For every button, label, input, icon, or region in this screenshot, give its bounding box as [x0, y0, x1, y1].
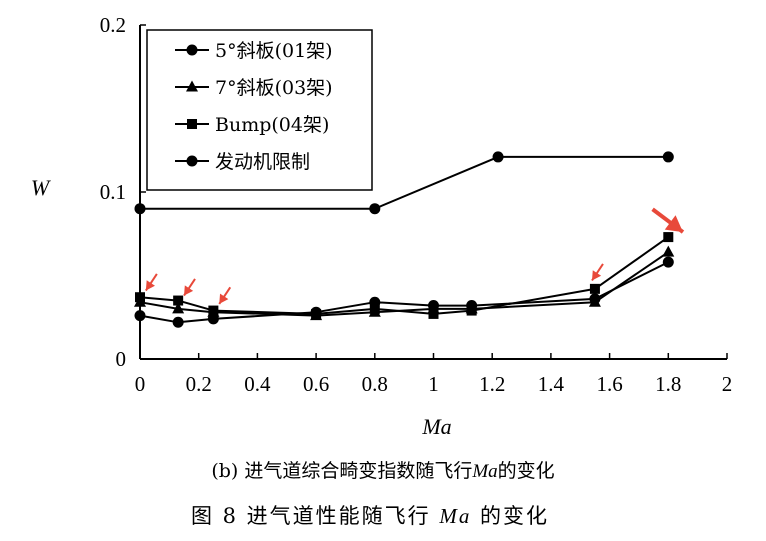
x-tick-label: 0.6 — [303, 372, 329, 396]
legend-entry: 7°斜板(03架) — [215, 77, 333, 99]
legend-box — [146, 29, 373, 191]
annotation-arrowhead — [664, 215, 683, 233]
data-point — [208, 305, 219, 316]
annotation-arrowhead — [184, 285, 194, 296]
legend-marker — [186, 44, 198, 56]
data-point — [663, 232, 674, 243]
figure-caption: 图 8 进气道性能随飞行 Ma 的变化 — [0, 500, 740, 530]
y-tick-label: 0.2 — [100, 13, 126, 37]
series-markers — [134, 151, 675, 328]
legend-marker — [186, 80, 198, 92]
data-point — [662, 256, 674, 268]
series-line-3 — [140, 155, 669, 210]
axes: 0 0.2 0.4 0.6 0.8 1 1.2 1.4 1.6 1.8 2 0 0.1 0.2 — [100, 13, 733, 396]
legend-entry: 发动机限制 — [215, 151, 310, 173]
x-axis-label: Ma — [421, 414, 451, 439]
data-point — [662, 151, 674, 163]
x-tick-label: 0.4 — [244, 372, 271, 396]
data-point — [134, 310, 146, 322]
legend-marker — [186, 155, 198, 167]
legend-marker — [187, 119, 197, 129]
y-tick-label: 0 — [116, 347, 127, 371]
x-tick-label: 1.8 — [655, 372, 681, 396]
data-point — [173, 295, 184, 306]
data-point — [172, 316, 184, 328]
x-tick-label: 0.2 — [186, 372, 212, 396]
data-point — [492, 151, 504, 163]
series-line-1 — [139, 251, 669, 317]
data-point — [589, 283, 600, 294]
data-point — [172, 302, 185, 314]
annotation-arrowhead — [591, 270, 602, 281]
x-tick-label: 1.6 — [596, 372, 622, 396]
subcaption-suffix: 的变化 — [497, 460, 555, 482]
y-tick-label: 0.1 — [100, 180, 126, 204]
data-point — [311, 308, 322, 319]
annotation-arrows — [145, 207, 685, 305]
data-point — [369, 303, 380, 314]
x-tick-label: 1.4 — [538, 372, 565, 396]
data-point — [134, 203, 146, 215]
data-point — [369, 203, 381, 215]
subcaption-var: Ma — [472, 461, 498, 482]
data-point — [662, 245, 675, 257]
y-axis-label: W — [31, 175, 51, 200]
annotation-arrowhead — [219, 293, 229, 304]
legend-entry: Bump(04架) — [215, 114, 329, 136]
annotation-arrowhead — [145, 280, 155, 291]
subcaption-prefix: (b) 进气道综合畸变指数随飞行 — [211, 460, 473, 482]
data-point — [588, 295, 601, 307]
caption-suffix: 的变化 — [471, 504, 550, 528]
data-point — [466, 305, 477, 316]
data-point — [428, 308, 439, 319]
caption-var: Ma — [439, 504, 472, 528]
x-tick-label: 1 — [428, 372, 439, 396]
subcaption: (b) 进气道综合畸变指数随飞行Ma的变化 — [0, 456, 766, 483]
x-tick-label: 0.8 — [362, 372, 388, 396]
legend: 5°斜板(01架) 7°斜板(03架) Bump(04架) 发动机限制 — [146, 29, 373, 191]
data-point — [135, 292, 145, 303]
x-tick-label: 0 — [135, 372, 146, 396]
legend-entry: 5°斜板(01架) — [215, 40, 333, 62]
x-tick-label: 1.2 — [479, 372, 505, 396]
caption-prefix: 图 8 进气道性能随飞行 — [190, 504, 440, 528]
x-tick-label: 2 — [722, 372, 733, 396]
